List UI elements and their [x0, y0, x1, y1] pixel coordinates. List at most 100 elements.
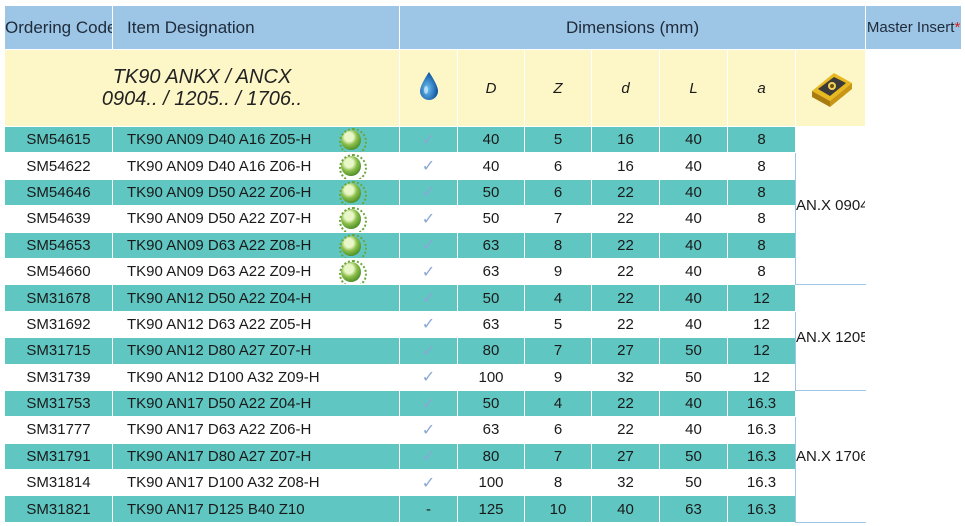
- dim-Z-cell: 5: [524, 310, 592, 339]
- dim-D-cell: 63: [457, 257, 525, 286]
- ordering-code-cell: SM31739: [4, 363, 113, 391]
- dimensions-label: Dimensions (mm): [565, 17, 700, 37]
- coolant-cell: ✓: [399, 389, 458, 418]
- dim-L-cell: 40: [659, 310, 728, 339]
- header-ordering-code: Ordering Code: [4, 5, 113, 50]
- item-designation-label: Item Designation: [127, 17, 255, 37]
- dim-d-cell: 27: [591, 337, 660, 365]
- dim-L-cell: 63: [659, 495, 728, 523]
- dim-L-cell: 50: [659, 469, 728, 497]
- dim-d-cell: 27: [591, 442, 660, 471]
- dim-a-cell: 16.3: [727, 469, 796, 497]
- coolant-drop-icon: [399, 49, 458, 127]
- dim-L-cell: 40: [659, 231, 728, 259]
- dim-d-cell: 22: [591, 389, 660, 418]
- ordering-code-cell: SM31753: [4, 389, 113, 418]
- master-insert-group: AN.X 1706..: [794, 389, 867, 523]
- table-row: SM31753 TK90 AN17 D50 A22 Z04-H ✓ 50 4 22 40 16…: [4, 389, 962, 523]
- check-icon: ✓: [421, 474, 436, 492]
- dim-Z-cell: 9: [524, 257, 592, 286]
- dim-a-cell: 8: [727, 125, 796, 154]
- item-designation-cell: TK90 AN17 D125 B40 Z10: [112, 495, 400, 523]
- check-icon: ✓: [421, 369, 436, 387]
- subheader-row: TK90 ANKX / ANCX 0904.. / 1205.. / 1706.…: [4, 49, 962, 127]
- ordering-code-cell: SM31814: [4, 469, 113, 497]
- ordering-code-cell: SM54615: [4, 125, 113, 154]
- dim-L-cell: 40: [659, 389, 728, 418]
- dim-Z-cell: 7: [524, 205, 592, 233]
- dim-d-cell: 40: [591, 495, 660, 523]
- coolant-cell: ✓: [399, 363, 458, 391]
- dim-d-cell: 16: [591, 125, 660, 154]
- coolant-cell: ✓: [399, 125, 458, 154]
- item-designation-cell: TK90 AN09 D63 A22 Z08-H: [112, 231, 400, 259]
- dim-label-D: D: [457, 49, 525, 127]
- check-icon: ✓: [421, 184, 436, 202]
- dim-D-cell: 100: [457, 469, 525, 497]
- dim-L-cell: 40: [659, 152, 728, 180]
- ordering-code-cell: SM31715: [4, 337, 113, 365]
- item-designation-cell: TK90 AN12 D100 A32 Z09-H: [112, 363, 400, 391]
- item-designation-text: TK90 AN09 D40 A16 Z05-H: [127, 131, 312, 149]
- ordering-code-cell: SM31821: [4, 495, 113, 523]
- dim-d-cell: 32: [591, 469, 660, 497]
- series-title: TK90 ANKX / ANCX 0904.. / 1205.. / 1706.…: [4, 49, 400, 127]
- dim-Z-cell: 6: [524, 178, 592, 207]
- ordering-code-cell: SM54639: [4, 205, 113, 233]
- dim-a-cell: 12: [727, 337, 796, 365]
- table-row: SM54639 TK90 AN09 D50 A22 Z07-H ✓ 50 7 22 40 8: [4, 205, 962, 233]
- item-designation-text: TK90 AN09 D63 A22 Z09-H: [127, 263, 312, 281]
- table-row: SM31777 TK90 AN17 D63 A22 Z06-H ✓ 63 6 22 40 16…: [4, 416, 962, 444]
- dim-label-a: a: [727, 49, 796, 127]
- dim-L-cell: 40: [659, 125, 728, 154]
- ordering-code-label: Ordering Code: [5, 17, 113, 37]
- master-insert-group: AN.X 0904..: [794, 125, 867, 286]
- item-designation-text: TK90 AN09 D50 A22 Z06-H: [127, 183, 312, 201]
- gear-badge-icon: [339, 259, 367, 284]
- item-designation-text: TK90 AN17 D100 A32 Z08-H: [127, 474, 320, 492]
- dim-d-cell: 22: [591, 205, 660, 233]
- ordering-code-cell: SM54660: [4, 257, 113, 286]
- insert-image: [794, 49, 867, 127]
- ordering-code-cell: SM31692: [4, 310, 113, 339]
- series-title-line1: TK90 ANKX / ANCX: [112, 66, 292, 88]
- asterisk-mark: *: [954, 19, 961, 36]
- item-designation-cell: TK90 AN09 D50 A22 Z07-H: [112, 205, 400, 233]
- dim-Z-cell: 8: [524, 469, 592, 497]
- dim-L-cell: 50: [659, 337, 728, 365]
- coolant-cell: ✓: [399, 337, 458, 365]
- dim-d-cell: 16: [591, 152, 660, 180]
- check-icon: ✓: [421, 316, 436, 334]
- item-designation-cell: TK90 AN12 D63 A22 Z05-H: [112, 310, 400, 339]
- item-designation-cell: TK90 AN09 D50 A22 Z06-H: [112, 178, 400, 207]
- dim-a-cell: 8: [727, 257, 796, 286]
- item-designation-text: TK90 AN09 D63 A22 Z08-H: [127, 236, 312, 254]
- item-designation-text: TK90 AN12 D63 A22 Z05-H: [127, 315, 312, 333]
- dim-a-cell: 16.3: [727, 389, 796, 418]
- dim-D-cell: 50: [457, 389, 525, 418]
- gear-badge-icon: [339, 233, 367, 258]
- dim-D-cell: 40: [457, 152, 525, 180]
- dim-d-cell: 22: [591, 416, 660, 444]
- series-title-line2: 0904.. / 1205.. / 1706..: [101, 88, 303, 110]
- check-icon: ✓: [421, 158, 436, 176]
- coolant-cell: ✓: [399, 416, 458, 444]
- item-designation-cell: TK90 AN12 D50 A22 Z04-H: [112, 284, 400, 312]
- coolant-cell: ✓: [399, 178, 458, 207]
- dim-D-cell: 80: [457, 442, 525, 471]
- dim-a-cell: 8: [727, 178, 796, 207]
- dim-label-L: L: [659, 49, 728, 127]
- dim-Z-cell: 8: [524, 231, 592, 259]
- header-dimensions: Dimensions (mm): [398, 5, 867, 50]
- table-row: SM31791 TK90 AN17 D80 A27 Z07-H ✓ 80 7 27 50 16…: [4, 442, 962, 471]
- dim-L-cell: 40: [659, 416, 728, 444]
- item-designation-cell: TK90 AN17 D100 A32 Z08-H: [112, 469, 400, 497]
- ordering-code-cell: SM54622: [4, 152, 113, 180]
- dim-a-cell: 8: [727, 231, 796, 259]
- gear-badge-icon: [339, 154, 367, 179]
- dim-Z-cell: 9: [524, 363, 592, 391]
- coolant-cell: ✓: [399, 205, 458, 233]
- table-row: SM54615 TK90 AN09 D40 A16 Z05-H ✓ 40 5 16 40 8 A…: [4, 125, 962, 286]
- coolant-value: -: [426, 500, 431, 518]
- gear-badge-icon: [339, 128, 367, 152]
